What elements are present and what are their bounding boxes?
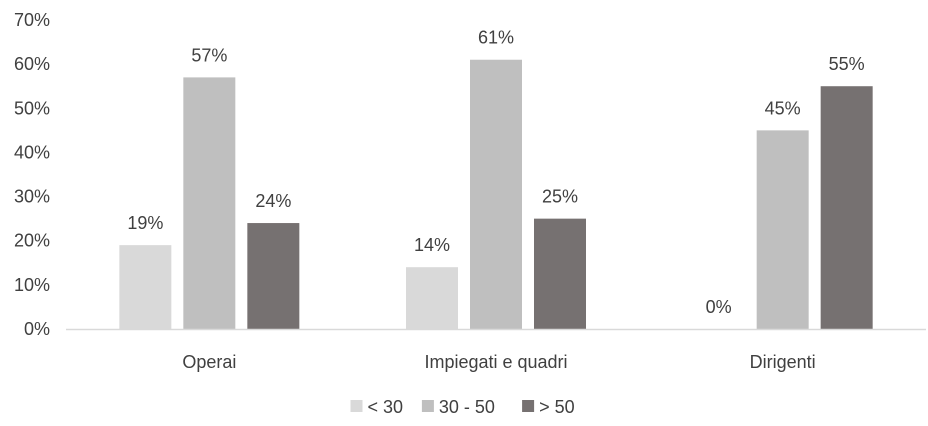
legend-label: > 50 [539, 397, 575, 417]
bar-2-1 [756, 130, 809, 329]
bar-2-2 [820, 86, 873, 329]
x-axis: Operai Impiegati e quadri Dirigenti [182, 352, 815, 372]
legend-label: 30 - 50 [439, 397, 495, 417]
data-label: 25% [542, 187, 578, 207]
y-tick-label: 40% [14, 142, 50, 162]
data-label: 19% [127, 213, 163, 233]
data-label: 61% [478, 28, 514, 48]
bars [119, 59, 873, 329]
bar-1-0 [406, 267, 458, 329]
y-tick-label: 70% [14, 10, 50, 30]
data-label: 57% [191, 45, 227, 65]
x-category-label: Dirigenti [750, 352, 816, 372]
data-labels: 19% 57% 24% 14% 61% 25% 0% 45% 55% [127, 28, 864, 317]
y-tick-label: 60% [14, 54, 50, 74]
legend: < 30 30 - 50 > 50 [350, 397, 575, 417]
data-label: 55% [829, 54, 865, 74]
legend-swatch-0 [350, 400, 363, 412]
x-category-label: Impiegati e quadri [424, 352, 567, 372]
y-tick-label: 0% [24, 319, 50, 339]
legend-swatch-1 [421, 400, 434, 412]
y-axis: 0% 10% 20% 30% 40% 50% 60% 70% [14, 10, 50, 339]
bar-1-2 [534, 218, 586, 329]
legend-label: < 30 [368, 397, 404, 417]
x-category-label: Operai [182, 352, 236, 372]
y-tick-label: 10% [14, 275, 50, 295]
bar-1-1 [470, 59, 522, 329]
data-label: 0% [706, 297, 732, 317]
data-label: 45% [765, 98, 801, 118]
y-tick-label: 20% [14, 231, 50, 251]
y-tick-label: 50% [14, 98, 50, 118]
y-tick-label: 30% [14, 187, 50, 207]
bar-0-0 [119, 245, 172, 329]
data-label: 14% [414, 235, 450, 255]
legend-swatch-2 [522, 400, 535, 412]
bar-0-2 [247, 223, 300, 329]
data-label: 24% [255, 191, 291, 211]
bar-0-1 [183, 77, 236, 329]
